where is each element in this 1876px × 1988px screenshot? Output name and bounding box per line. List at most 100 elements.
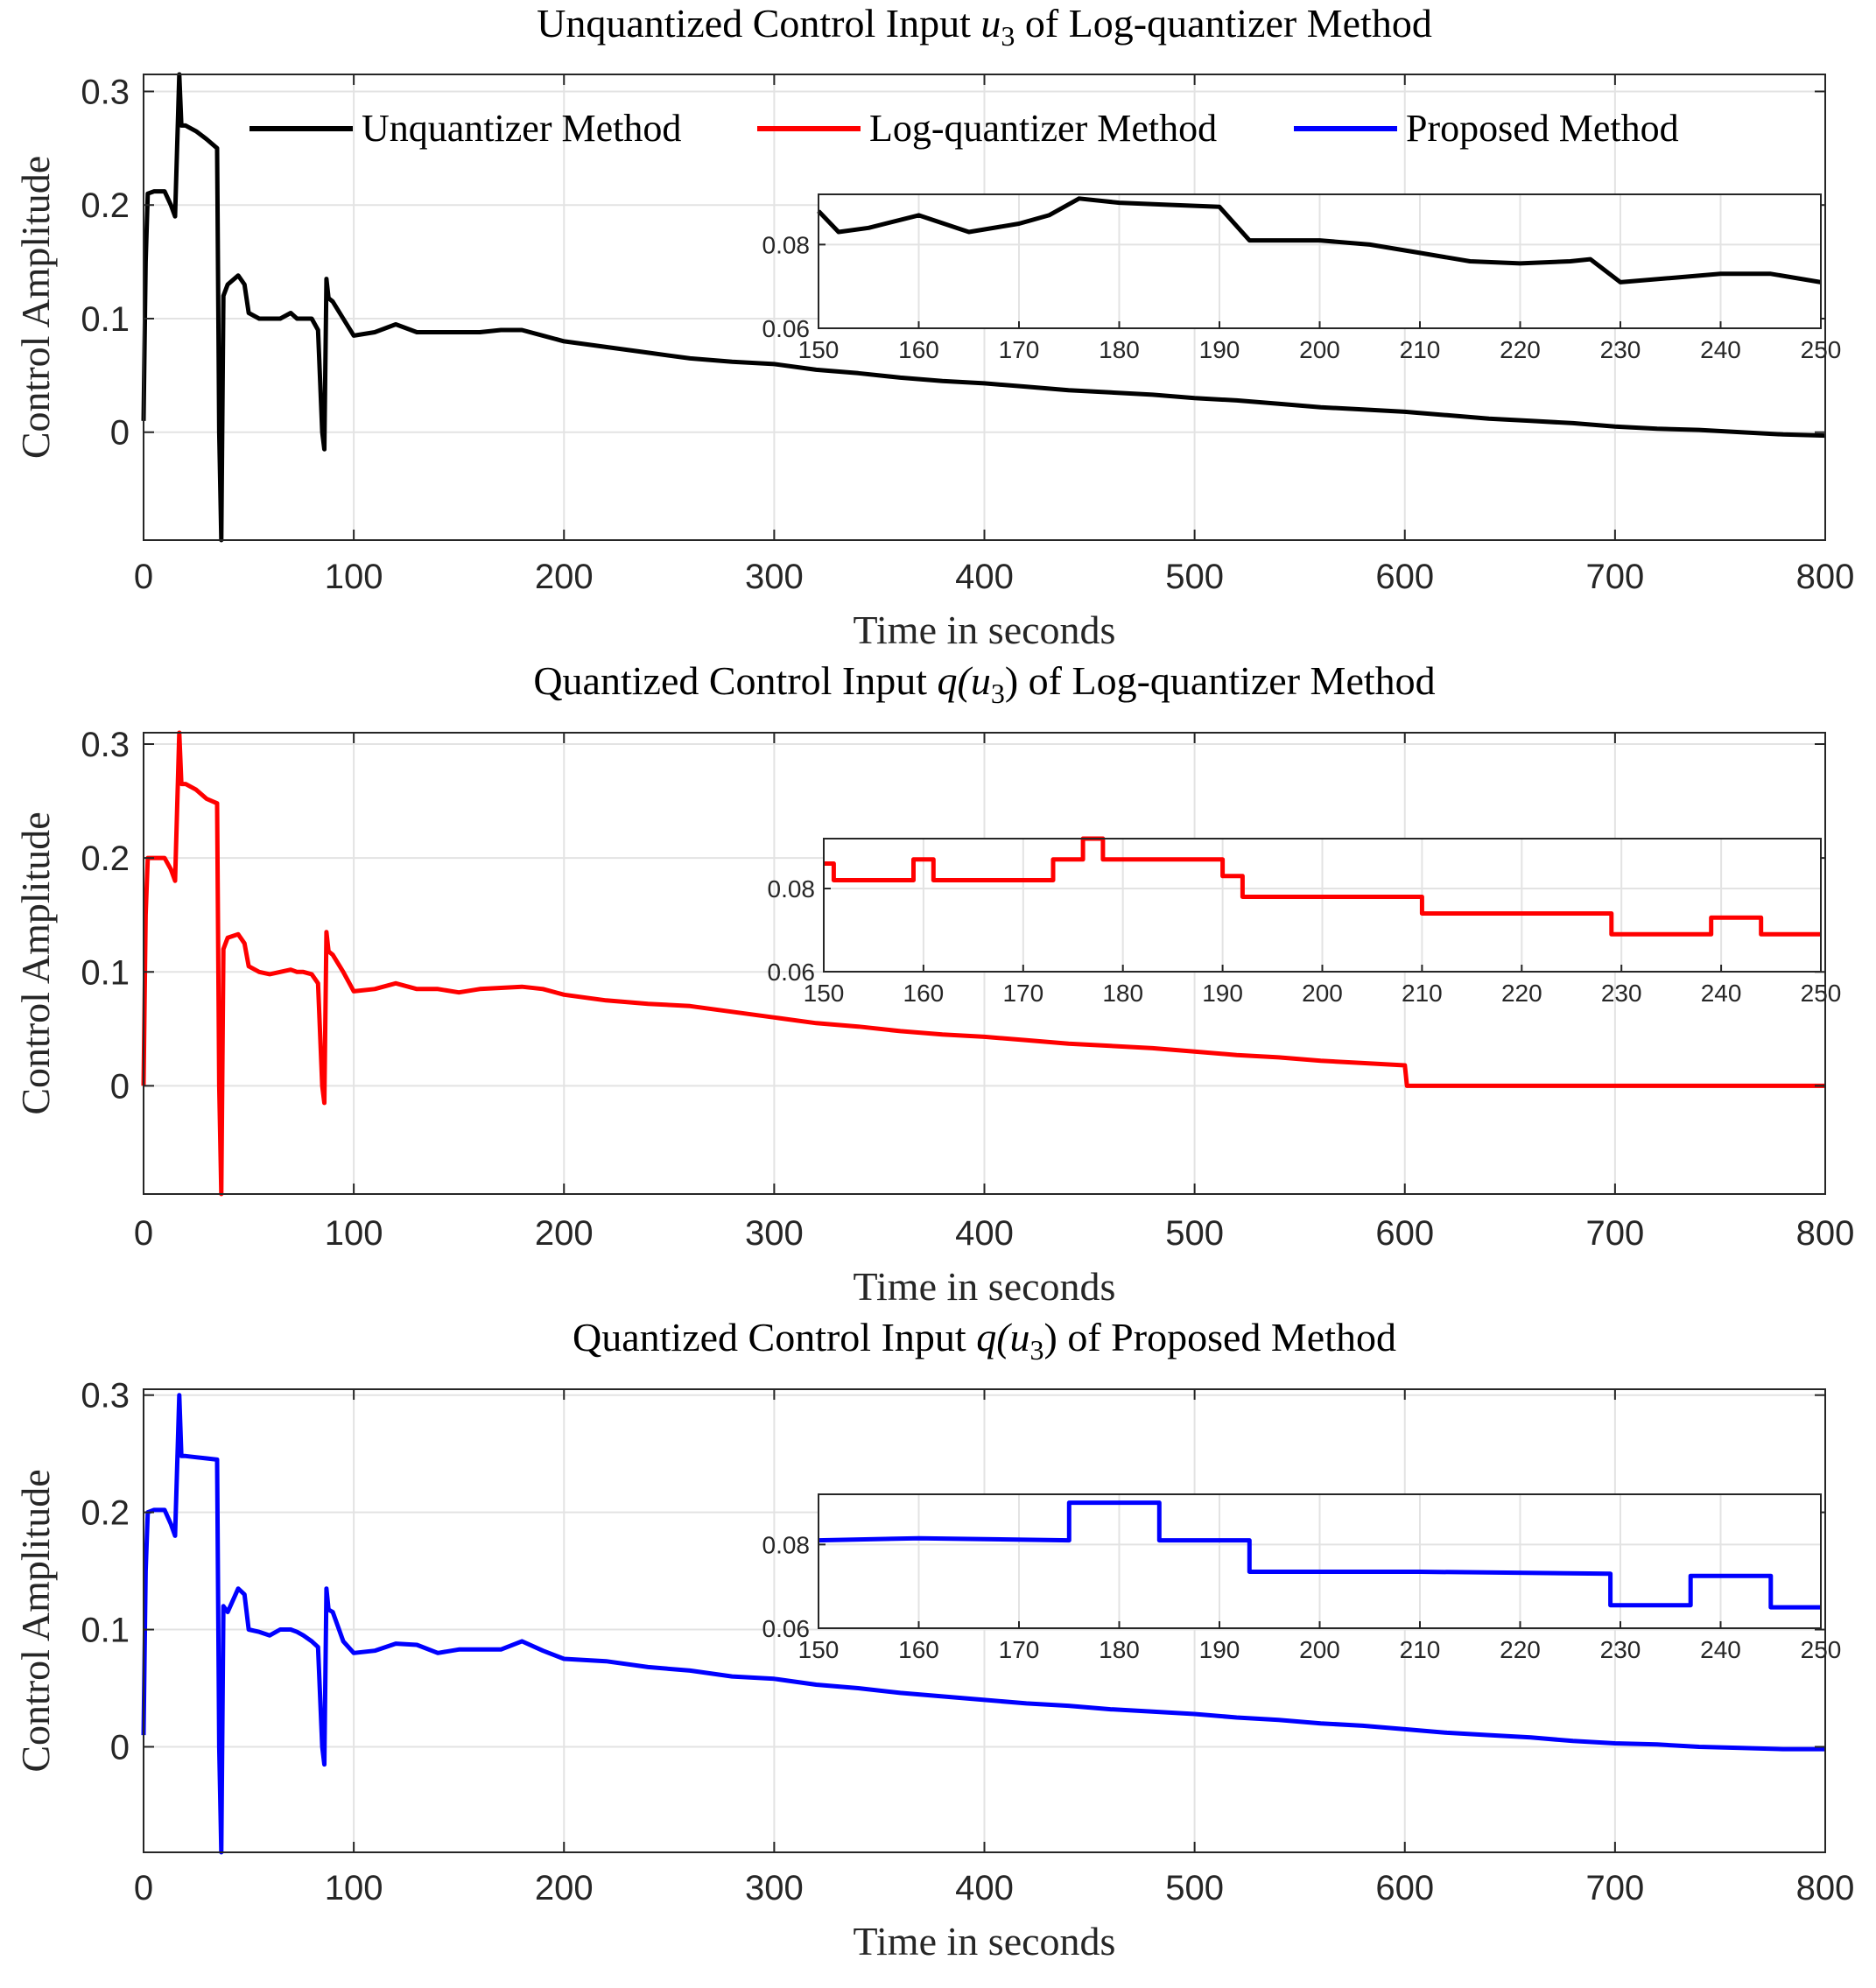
- inset-x-tick-label: 240: [1700, 1636, 1741, 1663]
- x-tick-label: 300: [745, 558, 804, 596]
- legend-entry: Log-quantizer Method: [757, 107, 1217, 150]
- legend-label: Proposed Method: [1406, 107, 1679, 150]
- inset-series-line: [824, 836, 1821, 937]
- inset-y-tick-label: 0.06: [762, 315, 811, 342]
- y-axis-label: Control Amplitude: [13, 1469, 58, 1772]
- inset-x-tick-label: 160: [898, 336, 939, 363]
- inset-x-tick-label: 210: [1400, 1636, 1441, 1663]
- inset-x-tick-label: 180: [1099, 1636, 1140, 1663]
- title-subscript: 3: [1001, 20, 1015, 52]
- x-tick-label: 0: [134, 558, 153, 596]
- x-tick-label: 200: [535, 1214, 594, 1253]
- title-text-end: of Log-quantizer Method: [1015, 1, 1431, 46]
- chart-panel-3: 0 100 200 300 400 500 600 700 800 0 0.1 0.2 0.3 Quant…: [13, 1315, 1854, 1963]
- y-tick-label: 0.3: [81, 1377, 130, 1415]
- y-tick-label: 0.1: [81, 300, 130, 339]
- inset-chart: 150 160 170 180 190 200 210 220 230 240 250 0.06 0.0…: [762, 1493, 1842, 1663]
- x-tick-label: 500: [1165, 1869, 1224, 1907]
- inset-chart: 150 160 170 180 190 200 210 220 230 240 250 0.06 0.0…: [768, 836, 1842, 1007]
- title-text: Quantized Control Input: [573, 1315, 976, 1359]
- inset-y-tick-label: 0.08: [762, 231, 811, 258]
- chart-title: Quantized Control Input q(u3) of Log-qua…: [533, 658, 1435, 709]
- title-text: Unquantized Control Input: [537, 1, 980, 46]
- inset-x-tick-label: 250: [1801, 1636, 1842, 1663]
- y-axis-label: Control Amplitude: [13, 156, 58, 459]
- inset-x-tick-label: 230: [1600, 1636, 1641, 1663]
- inset-x-tick-label: 200: [1299, 1636, 1340, 1663]
- y-axis-label: Control Amplitude: [13, 811, 58, 1114]
- inset-x-tick-label: 200: [1299, 336, 1340, 363]
- legend-entry: Proposed Method: [1294, 107, 1679, 150]
- x-tick-label: 0: [134, 1869, 153, 1907]
- inset-x-tick-label: 230: [1601, 980, 1642, 1007]
- legend: Unquantizer Method Log-quantizer Method Pr…: [249, 107, 1679, 150]
- chart-panel-2: 0 100 200 300 400 500 600 700 800 0 0.1 0.2 0.3 Quant…: [13, 658, 1854, 1309]
- x-tick-label: 500: [1165, 558, 1224, 596]
- x-tick-label: 600: [1375, 558, 1434, 596]
- title-text-end: ) of Log-quantizer Method: [1005, 658, 1436, 703]
- inset-x-tick-label: 240: [1700, 336, 1741, 363]
- x-tick-label: 700: [1586, 1214, 1645, 1253]
- title-text-end: ) of Proposed Method: [1044, 1315, 1396, 1359]
- y-tick-label: 0.1: [81, 953, 130, 992]
- title-subscript: 3: [1030, 1334, 1044, 1366]
- inset-x-tick-label: 150: [798, 336, 840, 363]
- inset-x-tick-label: 160: [903, 980, 945, 1007]
- inset-x-tick-label: 190: [1199, 336, 1240, 363]
- inset-x-tick-label: 220: [1501, 980, 1542, 1007]
- inset-series-line: [817, 196, 1822, 285]
- inset-x-tick-label: 160: [898, 1636, 939, 1663]
- x-tick-label: 800: [1796, 1869, 1855, 1907]
- y-tick-label: 0.3: [81, 726, 130, 764]
- inset-x-tick-label: 150: [798, 1636, 840, 1663]
- title-math: q(u: [976, 1315, 1029, 1359]
- x-tick-label: 500: [1165, 1214, 1224, 1253]
- x-tick-label: 300: [745, 1214, 804, 1253]
- legend-label: Log-quantizer Method: [869, 107, 1217, 150]
- inset-x-tick-label: 220: [1500, 336, 1541, 363]
- title-math: u: [980, 1, 1001, 46]
- x-tick-label: 600: [1375, 1214, 1434, 1253]
- x-tick-label: 100: [325, 1214, 383, 1253]
- inset-chart: 150 160 170 180 190 200 210 220 230 240 250 0.06 0.0…: [762, 193, 1842, 363]
- inset-x-tick-label: 170: [1002, 980, 1043, 1007]
- title-text: Quantized Control Input: [533, 658, 937, 703]
- inset-y-tick-label: 0.06: [762, 1615, 811, 1642]
- x-tick-label: 400: [955, 1214, 1014, 1253]
- y-tick-label: 0.2: [81, 839, 130, 878]
- x-tick-label: 200: [535, 558, 594, 596]
- inset-x-tick-label: 190: [1199, 1636, 1240, 1663]
- inset-series-line: [818, 1500, 1821, 1610]
- y-tick-label: 0.2: [81, 1494, 130, 1533]
- x-tick-label: 200: [535, 1869, 594, 1907]
- x-tick-label: 300: [745, 1869, 804, 1907]
- series-line: [141, 730, 1825, 1197]
- y-tick-label: 0: [110, 1728, 130, 1767]
- x-tick-label: 800: [1796, 1214, 1855, 1253]
- y-tick-label: 0.2: [81, 186, 130, 225]
- inset-x-tick-label: 250: [1801, 980, 1842, 1007]
- y-tick-label: 0: [110, 414, 130, 453]
- chart-title: Quantized Control Input q(u3) of Propose…: [573, 1315, 1396, 1366]
- inset-x-tick-label: 200: [1302, 980, 1343, 1007]
- title-subscript: 3: [991, 678, 1005, 709]
- x-tick-label: 700: [1586, 1869, 1645, 1907]
- inset-x-tick-label: 180: [1102, 980, 1143, 1007]
- inset-x-tick-label: 210: [1402, 980, 1443, 1007]
- chart-panel-1: 0 100 200 300 400 500 600 700 800 0 0.1 0.2 0.3 Unqua…: [13, 1, 1854, 652]
- x-axis-label: Time in seconds: [854, 608, 1116, 652]
- x-tick-label: 400: [955, 558, 1014, 596]
- inset-y-tick-label: 0.08: [768, 875, 816, 903]
- y-tick-label: 0.1: [81, 1612, 130, 1650]
- inset-y-tick-label: 0.08: [762, 1531, 811, 1558]
- inset-x-tick-label: 250: [1801, 336, 1842, 363]
- inset-x-tick-label: 240: [1701, 980, 1742, 1007]
- x-tick-label: 0: [134, 1214, 153, 1253]
- series-line: [141, 1393, 1825, 1855]
- inset-y-tick-label: 0.06: [768, 959, 816, 986]
- x-axis-label: Time in seconds: [854, 1919, 1116, 1963]
- y-tick-label: 0: [110, 1067, 130, 1106]
- x-axis-label: Time in seconds: [854, 1264, 1116, 1309]
- legend-label: Unquantizer Method: [362, 107, 681, 150]
